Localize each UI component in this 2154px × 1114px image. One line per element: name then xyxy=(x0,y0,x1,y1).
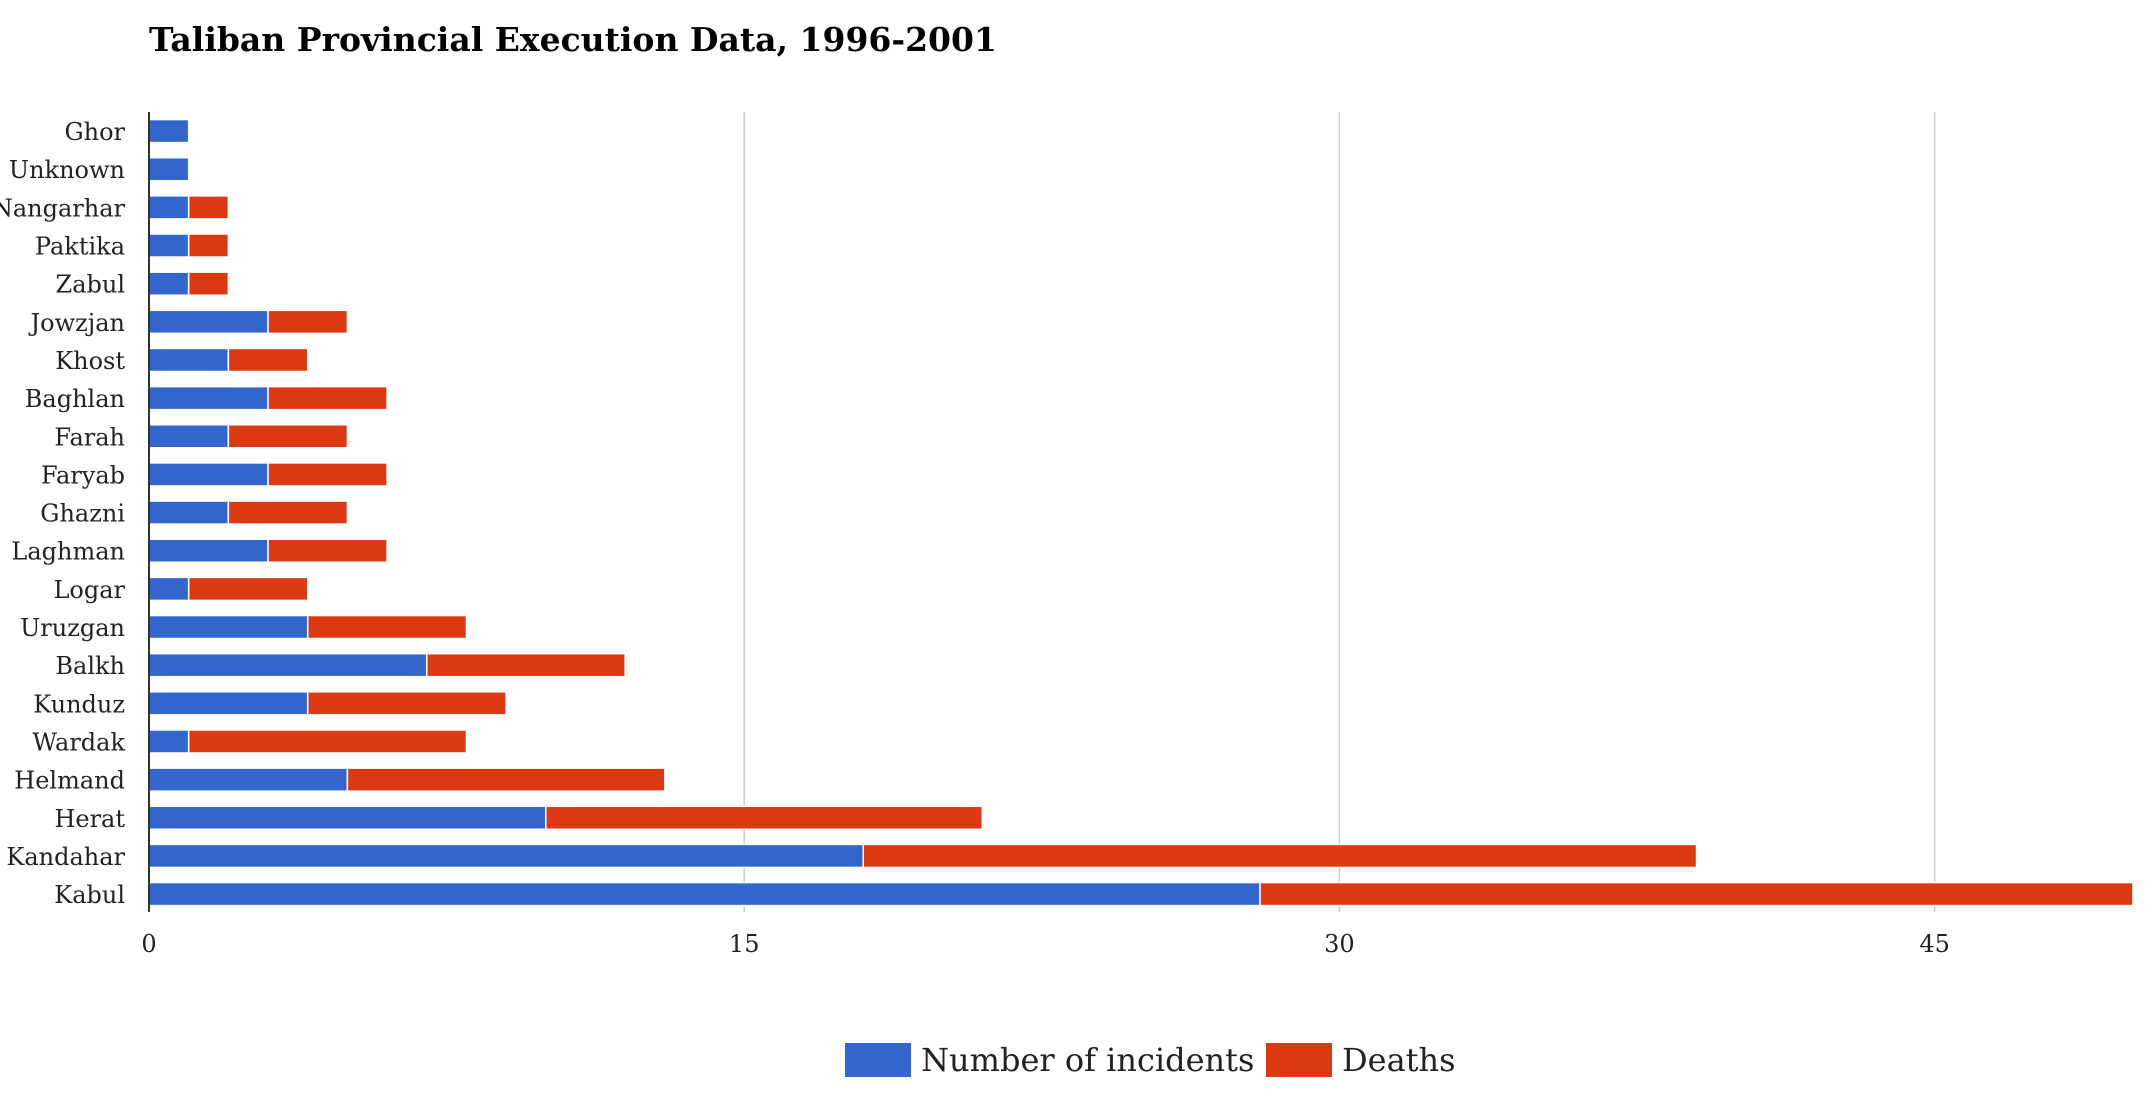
legend-swatch xyxy=(1266,1043,1332,1077)
category-label: Wardak xyxy=(32,728,125,756)
bar-segment xyxy=(148,118,190,144)
category-label: Unknown xyxy=(9,156,125,184)
category-label: Kunduz xyxy=(33,690,125,718)
x-tick-label: 15 xyxy=(729,930,760,958)
bar-segment xyxy=(148,729,190,754)
legend-label: Deaths xyxy=(1342,1041,1456,1079)
bar-segment xyxy=(545,805,984,831)
category-label: Baghlan xyxy=(25,385,125,413)
bar-segment xyxy=(267,462,388,487)
bar-segment xyxy=(148,614,309,640)
x-tick-label: 30 xyxy=(1324,930,1355,958)
bar-segment xyxy=(187,271,230,296)
bar-segment xyxy=(148,233,190,258)
bar-segment xyxy=(148,385,269,411)
category-label: Nangarhar xyxy=(0,194,126,222)
bar-segment xyxy=(148,500,230,525)
category-label: Uruzgan xyxy=(20,614,125,642)
bar-segment xyxy=(148,347,230,373)
category-label: Ghor xyxy=(64,118,125,146)
category-label: Zabul xyxy=(56,271,125,299)
legend-swatch xyxy=(845,1043,911,1077)
category-label: Paktika xyxy=(35,233,125,261)
bar-segment xyxy=(148,271,190,296)
bar-segment xyxy=(148,424,230,449)
bar-segment xyxy=(227,500,349,525)
bar-segment xyxy=(187,195,230,220)
legend-label: Number of incidents xyxy=(921,1041,1254,1079)
bar-segment xyxy=(148,309,269,335)
category-label: Laghman xyxy=(11,538,125,566)
bar-segment xyxy=(187,576,309,602)
category-label: Kabul xyxy=(54,881,125,909)
category-label: Herat xyxy=(54,805,125,833)
bar-segment xyxy=(306,691,507,716)
bar-segment xyxy=(148,652,428,678)
bar-segment xyxy=(227,424,349,449)
bar-segment xyxy=(187,233,230,258)
bar-segment xyxy=(346,767,666,792)
category-label: Faryab xyxy=(41,461,125,489)
bar-segment xyxy=(267,538,388,563)
category-label: Farah xyxy=(54,423,125,451)
bar-segment xyxy=(148,881,1261,907)
chart-title: Taliban Provincial Execution Data, 1996-… xyxy=(149,20,997,59)
bar-segment xyxy=(148,691,309,716)
category-label: Logar xyxy=(53,576,125,604)
category-label: Balkh xyxy=(55,652,125,680)
x-tick-label: 0 xyxy=(141,930,156,958)
category-label: Jowzjan xyxy=(28,309,125,337)
bar-segment xyxy=(306,614,468,640)
category-label: Helmand xyxy=(14,767,125,795)
bar-segment xyxy=(227,347,309,373)
bar-segment xyxy=(148,805,547,831)
bar-segment xyxy=(148,843,864,869)
bar-segment xyxy=(1259,881,2134,907)
bar-segment xyxy=(148,195,190,220)
category-label: Khost xyxy=(55,347,125,375)
category-label: Ghazni xyxy=(40,500,125,528)
bar-segment xyxy=(426,652,626,678)
bar-segment xyxy=(148,767,349,792)
x-tick-label: 45 xyxy=(1919,930,1950,958)
category-label: Kandahar xyxy=(6,843,125,871)
bar-segment xyxy=(148,576,190,602)
bar-segment xyxy=(267,385,388,411)
bar-segment xyxy=(187,729,468,754)
bar-segment xyxy=(267,309,349,335)
bar-segment xyxy=(148,538,269,563)
bar-segment xyxy=(862,843,1698,869)
bar-segment xyxy=(148,156,190,182)
bar-segment xyxy=(148,462,269,487)
